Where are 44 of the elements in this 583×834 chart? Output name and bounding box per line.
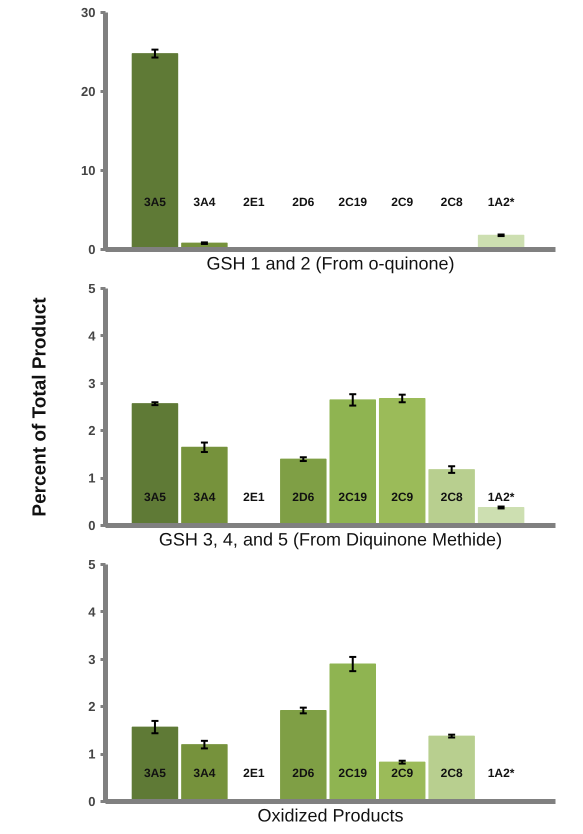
x-tick-label: 2C9: [391, 490, 414, 504]
y-tick-label: 3: [88, 652, 96, 667]
x-tick-label: 2D6: [292, 766, 315, 780]
x-tick-label: 3A4: [193, 195, 216, 210]
x-tick-label: 2C19: [338, 195, 368, 210]
x-axis-title: GSH 1 and 2 (From o-quinone): [206, 254, 455, 274]
x-tick-label: 2E1: [243, 490, 265, 504]
x-tick-label: 3A5: [144, 766, 166, 780]
x-tick-label: 1A2*: [488, 766, 515, 780]
x-tick-label: 2C8: [440, 195, 463, 210]
y-tick-label: 5: [88, 281, 96, 296]
y-tick-label: 20: [81, 84, 96, 99]
x-axis-title: GSH 3, 4, and 5 (From Diquinone Methide): [158, 530, 502, 550]
y-tick-label: 5: [88, 557, 96, 572]
x-tick-label: 1A2*: [488, 195, 515, 210]
x-tick-label: 2C8: [440, 490, 463, 504]
x-tick-label: 2C9: [391, 195, 414, 210]
x-tick-label: 3A5: [144, 490, 166, 504]
y-tick-label: 30: [81, 5, 96, 20]
x-tick-label: 2D6: [292, 490, 315, 504]
x-tick-label: 2C19: [338, 766, 368, 780]
y-tick-label: 0: [88, 242, 96, 257]
x-tick-label: 2C8: [440, 766, 463, 780]
y-axis-title: Percent of Total Product: [29, 296, 50, 517]
x-tick-label: 2D6: [292, 195, 315, 210]
x-tick-label: 2E1: [243, 766, 265, 780]
y-tick-label: 4: [88, 328, 96, 344]
x-tick-label: 3A4: [193, 490, 216, 504]
x-tick-label: 3A5: [144, 195, 166, 210]
y-tick-label: 2: [88, 699, 96, 714]
x-tick-label: 3A4: [193, 766, 216, 780]
y-tick-label: 0: [88, 518, 96, 533]
y-tick-label: 1: [88, 470, 96, 486]
y-tick-label: 4: [88, 604, 96, 620]
y-tick-label: 0: [88, 794, 96, 809]
x-tick-label: 1A2*: [488, 490, 515, 504]
x-tick-label: 2C19: [338, 490, 368, 504]
x-tick-label: 2E1: [243, 195, 265, 210]
x-axis-title: Oxidized Products: [257, 806, 404, 826]
y-tick-label: 3: [88, 376, 96, 391]
y-tick-label: 1: [88, 746, 96, 762]
x-tick-label: 2C9: [391, 766, 414, 780]
y-tick-label: 2: [88, 423, 96, 438]
y-tick-label: 10: [81, 163, 96, 178]
